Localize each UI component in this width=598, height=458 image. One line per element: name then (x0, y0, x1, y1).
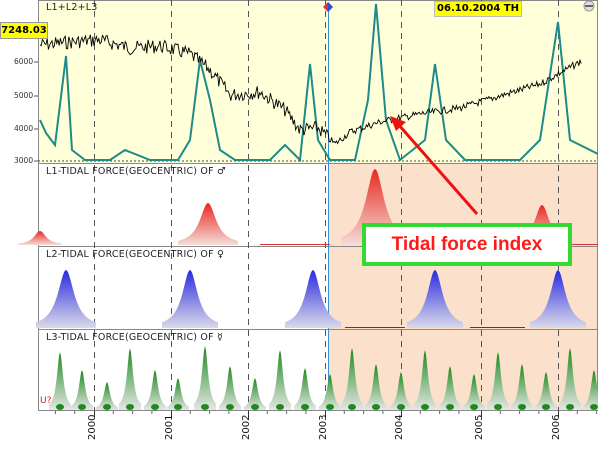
l3-peak (71, 370, 93, 410)
l3-peak (167, 378, 189, 410)
l3-trough-dot (397, 404, 405, 410)
l3-peak (319, 374, 341, 410)
annotation-box: Tidal force index (362, 223, 572, 266)
l3-trough-dot (78, 404, 86, 410)
tidal-force-line (39, 3, 598, 163)
left-axis-strip (0, 0, 38, 454)
panel-label-l2: L2-TIDAL FORCE(GEOCENTRIC) OF ♀ (46, 249, 225, 260)
x-label-2001: 2001 (164, 414, 175, 440)
l3-peak (583, 370, 598, 410)
panel-label-l1: L1-TIDAL FORCE(GEOCENTRIC) OF ♂ (46, 166, 226, 177)
index-price-line (39, 34, 582, 145)
l3-peak (194, 346, 216, 410)
l3-trough-dot (470, 404, 478, 410)
x-label-2003: 2003 (318, 414, 329, 440)
l2-peaks (36, 270, 586, 328)
l3-trough-dot (226, 404, 234, 410)
l3-trough-dot (372, 404, 380, 410)
panel-label-l3: L3-TIDAL FORCE(GEOCENTRIC) OF ☿ (46, 332, 224, 343)
date-badge: 06.10.2004 TH (434, 1, 522, 17)
l3-peak (365, 364, 387, 410)
l3-trough-dot (251, 404, 259, 410)
y-tick-6000: 6000 (14, 57, 34, 66)
current-value-badge: 7248.03 (0, 22, 48, 39)
l3-peak (559, 348, 581, 410)
l3-peak (341, 348, 363, 410)
l3-trough-dot (494, 404, 502, 410)
annotation-arrow (390, 116, 479, 215)
l3-peak (294, 368, 316, 410)
y-axis-ticks (34, 61, 38, 162)
l1-peak (178, 203, 238, 245)
year-gridlines (94, 0, 559, 411)
l3-trough-dot (201, 404, 209, 410)
bottom-marker: U? (40, 396, 52, 406)
l3-peak (487, 352, 509, 410)
l3-trough-dot (446, 404, 454, 410)
l3-trough-dot (126, 404, 134, 410)
l3-trough-dot (542, 404, 550, 410)
l3-trough-dot (151, 404, 159, 410)
x-axis-ticks (54, 411, 598, 417)
l2-peak (530, 270, 586, 328)
l3-peak (414, 350, 436, 410)
l3-peak (49, 352, 71, 410)
l2-peak (407, 270, 463, 328)
corner-close-icon[interactable] (583, 0, 595, 12)
l3-peak (244, 378, 266, 410)
l3-peak (439, 366, 461, 410)
l3-trough-dot (518, 404, 526, 410)
y-tick-4000: 4000 (14, 124, 34, 133)
x-label-2006: 2006 (551, 414, 562, 440)
l3-peak (463, 374, 485, 410)
l3-peak (96, 382, 118, 410)
l3-trough-dot (326, 404, 334, 410)
l3-trough-dot (174, 404, 182, 410)
l3-trough-dot (103, 404, 111, 410)
l3-peaks (49, 346, 598, 410)
l3-peak (144, 370, 166, 410)
l3-peak (269, 350, 291, 410)
l3-peak (535, 372, 557, 410)
y-tick-5000: 5000 (14, 91, 34, 100)
l2-peak (36, 270, 96, 328)
l3-trough-dot (590, 404, 598, 410)
x-label-2004: 2004 (394, 414, 405, 440)
l3-trough-dot (301, 404, 309, 410)
l3-trough-dot (566, 404, 574, 410)
l3-peak (511, 364, 533, 410)
cursor-marker-icon[interactable] (323, 2, 333, 12)
x-label-2005: 2005 (474, 414, 485, 440)
top-panel-label: L1+L2+L3 (46, 2, 98, 13)
y-tick-3000: 3000 (14, 156, 34, 165)
l3-peak (119, 348, 141, 410)
l1-peak (18, 231, 62, 245)
x-label-2000: 2000 (87, 414, 98, 440)
x-label-2002: 2002 (241, 414, 252, 440)
l3-peak (390, 372, 412, 410)
l3-trough-dot (56, 404, 64, 410)
l3-trough-dot (276, 404, 284, 410)
l3-trough-dot (421, 404, 429, 410)
l3-peak (219, 366, 241, 410)
l3-trough-dot (348, 404, 356, 410)
l2-peak (162, 270, 218, 328)
l2-peak (285, 270, 341, 328)
